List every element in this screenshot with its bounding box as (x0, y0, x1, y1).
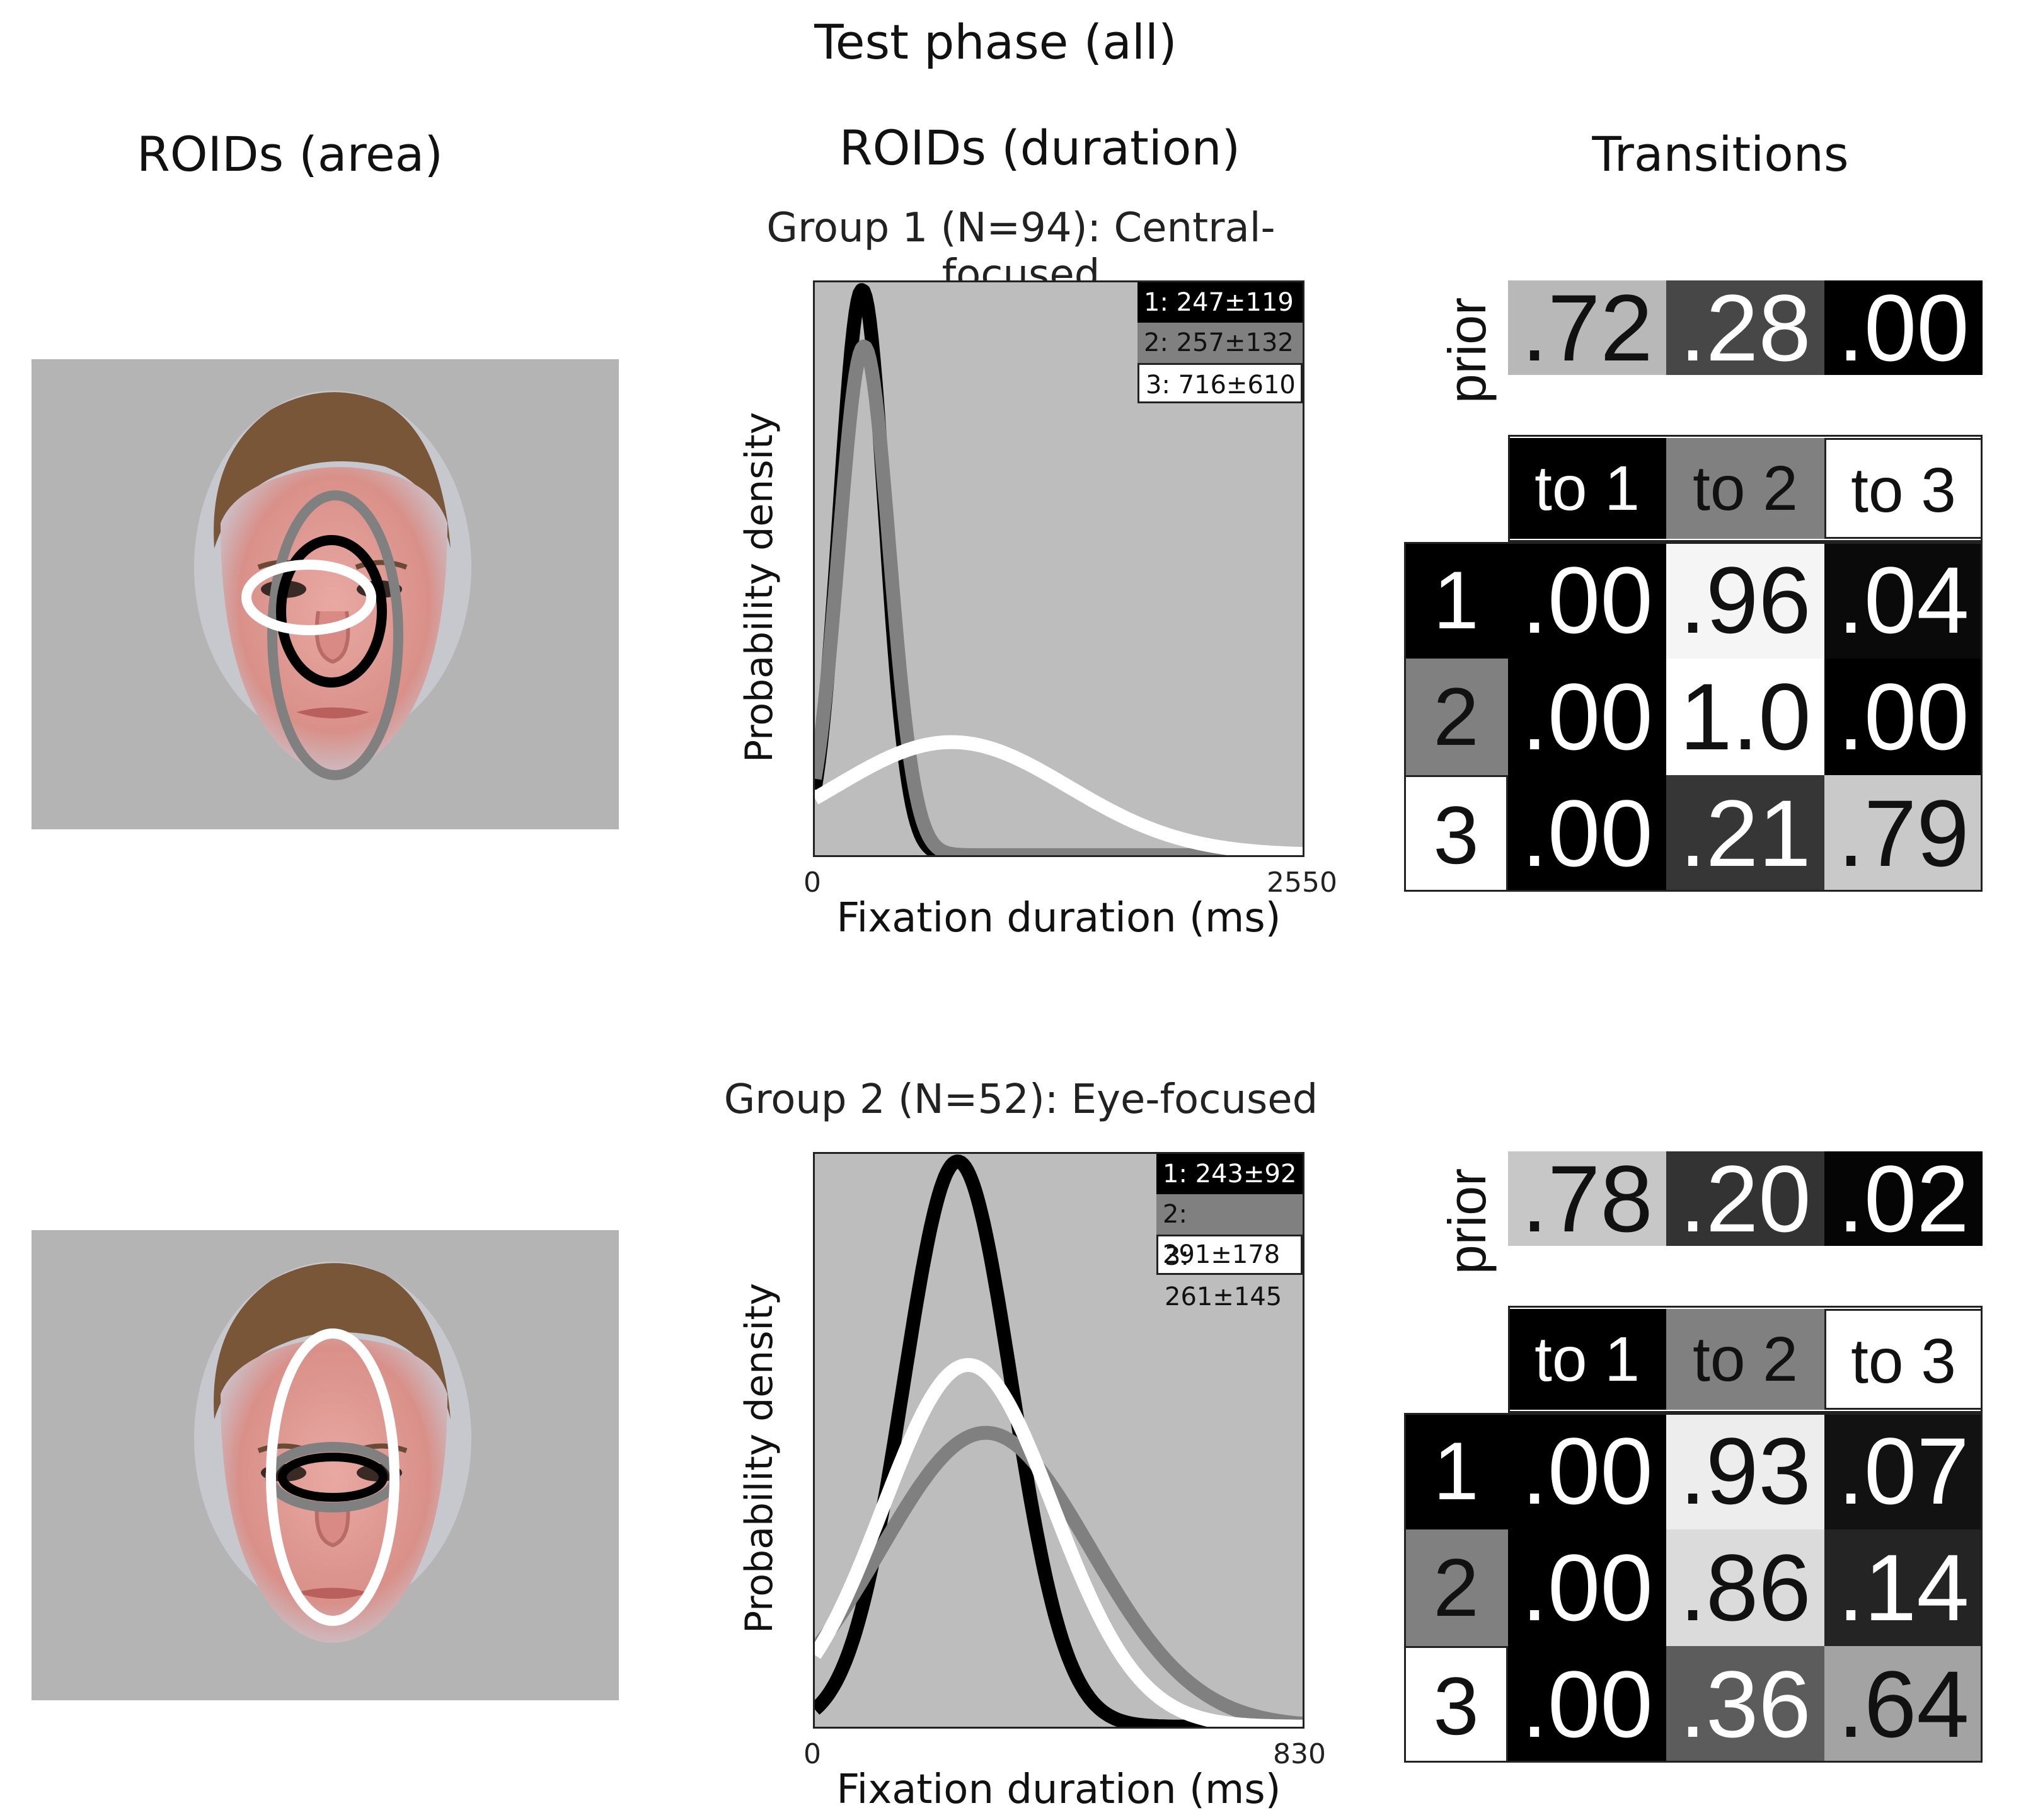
transition-cell: .00 (1824, 659, 1983, 775)
figure-title: Test phase (all) (814, 14, 1177, 70)
legend-entry-3: 3: 716±610 (1137, 363, 1303, 403)
transition-cell: .79 (1824, 775, 1983, 892)
legend-entry-1: 1: 247±119 (1137, 282, 1303, 323)
transition-cell: .00 (1508, 1413, 1666, 1529)
transition-cell: .07 (1824, 1413, 1983, 1529)
density-plot-group1: 1: 247±119 2: 257±132 3: 716±610 (813, 280, 1304, 857)
transition-cell: .86 (1666, 1529, 1824, 1646)
y-axis-label-group2: Probability density (737, 1282, 781, 1633)
y-axis-label-group1: Probability density (737, 412, 781, 763)
density-curve-2 (815, 339, 1303, 855)
face-panel-group1 (32, 359, 619, 829)
transition-cell: .04 (1824, 542, 1983, 659)
x-tick-min-group2: 0 (803, 1738, 821, 1770)
col-header-to-2: to 2 (1666, 438, 1824, 539)
face-panel-group2 (32, 1230, 619, 1700)
transition-table-group1: .72.28.00 to 1 to 2 to 3 1.00.96.04 2.00 1.0.0… (1404, 277, 1996, 914)
col-header-to-1: to 1 (1508, 438, 1666, 539)
density-plot-group2: 1: 243±92 2: 291±178 3: 261±145 (813, 1152, 1304, 1729)
col-header-to-3: to 3 (1824, 1309, 1983, 1410)
transition-cell: .00 (1508, 1529, 1666, 1646)
transition-cell: 1.0 (1666, 659, 1824, 775)
prior-cell: .20 (1666, 1151, 1824, 1246)
column-title-transitions: Transitions (1592, 126, 1849, 182)
transition-cell: .14 (1824, 1529, 1983, 1646)
transition-cell: .93 (1666, 1413, 1824, 1529)
row-header-1: 1 (1404, 1413, 1508, 1529)
roi-ellipse-2 (267, 490, 403, 780)
prior-cell: .02 (1824, 1151, 1983, 1246)
transition-cell: .00 (1508, 775, 1666, 892)
chart-title-group2: Group 2 (N=52): Eye-focused (723, 1076, 1318, 1123)
transition-cell: .21 (1666, 775, 1824, 892)
prior-cell: .00 (1824, 280, 1983, 375)
prior-cell: .72 (1508, 280, 1666, 375)
row-header-2: 2 (1404, 659, 1508, 775)
x-tick-min-group1: 0 (803, 867, 821, 899)
face-illustration-group1 (194, 391, 471, 780)
roi-ellipse-1 (276, 535, 387, 688)
transition-cell: .00 (1508, 1646, 1666, 1763)
col-header-to-1: to 1 (1508, 1309, 1666, 1410)
row-header-3: 3 (1404, 775, 1508, 892)
column-title-duration: ROIDs (duration) (839, 120, 1241, 176)
density-curve-2 (815, 1425, 1303, 1727)
x-axis-label-group2: Fixation duration (ms) (836, 1766, 1281, 1813)
prior-cell: .78 (1508, 1151, 1666, 1246)
row-header-3: 3 (1404, 1646, 1508, 1763)
col-header-to-2: to 2 (1666, 1309, 1824, 1410)
density-curve-3 (815, 1358, 1303, 1727)
roi-ellipse-1 (278, 1453, 388, 1502)
transition-cell: .96 (1666, 542, 1824, 659)
legend-entry-2: 2: 257±132 (1137, 323, 1303, 363)
density-curve-1 (815, 1155, 1303, 1727)
x-tick-max-group2: 830 (1273, 1738, 1326, 1770)
density-curves-group1 (815, 283, 1303, 855)
transition-cell: .64 (1824, 1646, 1983, 1763)
column-title-area: ROIDs (area) (136, 126, 444, 182)
legend-entry-1: 1: 243±92 (1156, 1154, 1303, 1194)
density-curves-group2 (815, 1155, 1303, 1727)
transition-table-group2: .78.20.02 to 1 to 2 to 3 1.00.93.07 2.00.86.1… (1404, 1148, 1996, 1785)
face-illustration-group2 (194, 1262, 471, 1643)
transition-cell: .00 (1508, 542, 1666, 659)
legend-group2: 1: 243±92 2: 291±178 3: 261±145 (1156, 1154, 1303, 1311)
density-curve-3 (815, 735, 1303, 855)
row-header-2: 2 (1404, 1529, 1508, 1646)
x-axis-label-group1: Fixation duration (ms) (836, 895, 1281, 942)
legend-entry-2: 2: 291±178 (1156, 1194, 1303, 1269)
row-header-1: 1 (1404, 542, 1508, 659)
x-tick-max-group1: 2550 (1267, 867, 1337, 899)
prior-cell: .28 (1666, 280, 1824, 375)
legend-group1: 1: 247±119 2: 257±132 3: 716±610 (1137, 282, 1303, 403)
col-header-to-3: to 3 (1824, 438, 1983, 539)
roi-ellipse-3 (241, 560, 376, 635)
transition-cell: .00 (1508, 659, 1666, 775)
legend-entry-3: 3: 261±145 (1156, 1235, 1303, 1311)
roi-ellipse-3 (266, 1328, 400, 1626)
transition-cell: .36 (1666, 1646, 1824, 1763)
